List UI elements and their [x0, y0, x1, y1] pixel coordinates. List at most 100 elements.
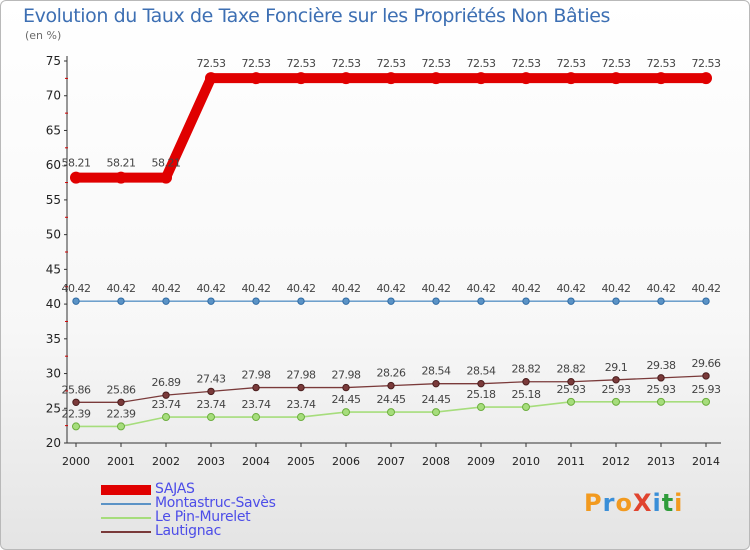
data-point-montastruc-saves — [657, 297, 665, 305]
legend-swatch-montastruc-saves — [101, 503, 151, 505]
data-point-le-pin-murelet — [522, 403, 530, 412]
data-label-sajas: 58.21 — [152, 157, 181, 170]
data-label-lautignac: 28.82 — [557, 363, 586, 376]
data-point-montastruc-saves — [207, 297, 215, 305]
data-point-le-pin-murelet — [477, 403, 485, 412]
x-tick-label: 2010 — [512, 455, 540, 468]
data-label-sajas: 58.21 — [107, 157, 136, 170]
data-point-lautignac — [207, 387, 215, 396]
data-label-lautignac: 29.1 — [605, 361, 628, 374]
data-point-sajas — [565, 72, 577, 85]
data-label-montastruc-saves: 40.42 — [602, 282, 631, 295]
data-label-lautignac: 29.66 — [692, 357, 721, 370]
data-label-le-pin-murelet: 24.45 — [332, 393, 361, 406]
data-label-le-pin-murelet: 25.93 — [692, 383, 721, 396]
data-point-sajas — [205, 72, 217, 85]
chart-axes: 20 25 30 35 40 45 50 55 60 65 70 75 2000 2001 2002 2003… — [46, 54, 721, 468]
legend-label-lautignac: Lautignac — [155, 523, 221, 539]
y-tick-label: 45 — [46, 262, 61, 276]
data-point-le-pin-murelet — [252, 413, 260, 422]
legend-swatch-le-pin-murelet — [101, 517, 151, 519]
series-layer — [70, 72, 712, 431]
logo-letter: i — [652, 489, 662, 517]
data-label-le-pin-murelet: 25.93 — [557, 383, 586, 396]
y-tick-label: 65 — [46, 123, 61, 137]
data-label-le-pin-murelet: 25.93 — [602, 383, 631, 396]
data-point-le-pin-murelet — [657, 397, 665, 406]
data-point-lautignac — [657, 374, 665, 382]
data-label-montastruc-saves: 40.42 — [62, 282, 91, 295]
data-label-sajas: 72.53 — [197, 57, 226, 70]
data-labels-layer: 58.21 58.21 58.21 72.53 72.53 72.53 72.53 72.53… — [62, 57, 722, 420]
x-tick-label: 2008 — [422, 455, 450, 468]
data-label-sajas: 72.53 — [512, 57, 541, 70]
data-point-montastruc-saves — [117, 297, 125, 305]
y-tick-label: 60 — [46, 158, 61, 172]
data-label-le-pin-murelet: 25.18 — [512, 388, 541, 401]
x-tick-label: 2007 — [377, 455, 405, 468]
y-tick-label: 25 — [46, 401, 61, 415]
data-point-sajas — [520, 72, 532, 85]
data-point-sajas — [475, 72, 487, 85]
data-label-montastruc-saves: 40.42 — [377, 282, 406, 295]
data-label-le-pin-murelet: 25.93 — [647, 383, 676, 396]
data-label-lautignac: 28.26 — [377, 367, 406, 380]
logo-letter: i — [674, 489, 684, 517]
data-label-montastruc-saves: 40.42 — [242, 282, 271, 295]
data-point-lautignac — [252, 383, 260, 392]
data-point-le-pin-murelet — [117, 422, 125, 431]
data-point-lautignac — [387, 381, 395, 390]
data-point-sajas — [115, 171, 127, 184]
x-tick-label: 2000 — [62, 455, 90, 468]
proxiti-logo: ProXiti — [584, 489, 683, 517]
data-point-montastruc-saves — [477, 297, 485, 305]
data-point-sajas — [340, 72, 352, 85]
data-label-sajas: 72.53 — [377, 57, 406, 70]
logo-letter: t — [661, 489, 675, 517]
data-point-le-pin-murelet — [207, 413, 215, 422]
data-label-lautignac: 29.38 — [647, 359, 676, 372]
data-point-lautignac — [567, 378, 575, 386]
data-point-lautignac — [72, 398, 80, 406]
data-point-montastruc-saves — [612, 297, 620, 305]
data-point-montastruc-saves — [387, 297, 395, 305]
data-label-montastruc-saves: 40.42 — [512, 282, 541, 295]
data-point-lautignac — [297, 383, 305, 392]
data-label-montastruc-saves: 40.42 — [152, 282, 181, 295]
y-tick-label: 75 — [46, 54, 61, 68]
data-label-sajas: 72.53 — [647, 57, 676, 70]
x-tick-label: 2012 — [602, 455, 630, 468]
data-point-lautignac — [162, 391, 170, 399]
data-label-sajas: 72.53 — [332, 57, 361, 70]
data-point-montastruc-saves — [162, 297, 170, 305]
data-label-sajas: 72.53 — [602, 57, 631, 70]
data-label-sajas: 58.21 — [62, 157, 91, 170]
x-tick-label: 2014 — [692, 455, 720, 468]
data-point-le-pin-murelet — [342, 408, 350, 417]
data-point-montastruc-saves — [522, 297, 530, 305]
x-tick-label: 2003 — [197, 455, 225, 468]
data-label-lautignac: 27.43 — [197, 372, 226, 385]
data-label-montastruc-saves: 40.42 — [197, 282, 226, 295]
x-tick-label: 2013 — [647, 455, 675, 468]
y-tick-label: 20 — [46, 436, 61, 450]
data-point-lautignac — [522, 378, 530, 386]
data-label-sajas: 72.53 — [422, 57, 451, 70]
data-point-lautignac — [117, 398, 125, 406]
data-label-montastruc-saves: 40.42 — [557, 282, 586, 295]
data-point-montastruc-saves — [342, 297, 350, 305]
legend-swatch-sajas — [101, 485, 151, 495]
data-label-montastruc-saves: 40.42 — [647, 282, 676, 295]
data-point-sajas — [160, 171, 172, 184]
x-tick-label: 2009 — [467, 455, 495, 468]
data-label-le-pin-murelet: 24.45 — [422, 393, 451, 406]
logo-letter: P — [584, 489, 603, 517]
data-point-montastruc-saves — [702, 297, 710, 305]
data-label-montastruc-saves: 40.42 — [692, 282, 721, 295]
data-point-le-pin-murelet — [702, 397, 710, 406]
data-point-lautignac — [702, 372, 710, 380]
data-point-sajas — [70, 171, 82, 184]
data-label-lautignac: 28.54 — [422, 365, 451, 378]
data-label-le-pin-murelet: 23.74 — [287, 398, 316, 411]
